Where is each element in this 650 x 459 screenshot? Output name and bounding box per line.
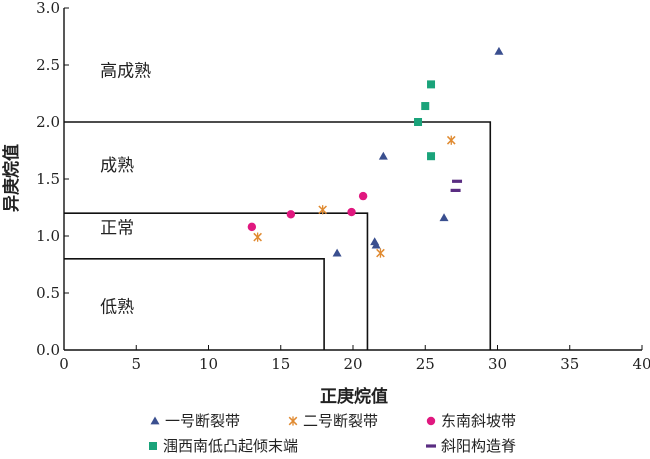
y-tick-label: 2.0 <box>36 113 60 131</box>
data-point-series-1 <box>318 205 327 215</box>
data-point-series-2 <box>358 191 368 201</box>
y-tick-label: 3.0 <box>36 0 60 17</box>
legend-label-3: 涠西南低凸起倾末端 <box>163 437 298 455</box>
data-point-series-4 <box>450 188 461 192</box>
y-tick-label: 0.0 <box>36 341 60 359</box>
data-point-series-2 <box>286 210 296 219</box>
data-point-series-0 <box>494 46 504 55</box>
data-point-series-1 <box>446 135 456 145</box>
zone-label-0: 高成熟 <box>100 60 151 81</box>
x-tick-label: 10 <box>199 355 218 373</box>
legend-label-2: 东南斜坡带 <box>441 412 516 430</box>
axes: 0 5 10 15 20 25 30 35 40 0.0 0.5 1.0 1.5 2.0 2.5 3.0 <box>36 0 650 373</box>
x-tick-label: 20 <box>343 355 362 373</box>
data-point-series-0 <box>332 248 342 257</box>
y-axis-label: 异庚烷值 <box>1 144 22 212</box>
legend-marker-4 <box>426 444 436 448</box>
x-tick-label: 5 <box>131 355 141 373</box>
zone-boundary-0 <box>64 257 325 350</box>
y-tick-label: 0.5 <box>36 284 60 302</box>
data-point-series-3 <box>427 152 436 161</box>
x-tick-label: 15 <box>271 355 290 373</box>
x-tick-label: 30 <box>488 355 507 373</box>
data-point-series-2 <box>247 222 257 232</box>
data-point-series-0 <box>439 213 449 222</box>
x-tick-label: 35 <box>560 355 579 373</box>
zone-label-1: 成熟 <box>100 155 134 176</box>
x-tick-label: 0 <box>59 355 69 373</box>
zone-label-3: 低熟 <box>100 296 134 317</box>
data-point-series-3 <box>427 80 436 89</box>
zone-boundary-1 <box>64 212 369 350</box>
x-axis-label: 正庚烷值 <box>320 386 388 407</box>
y-tick-label: 2.5 <box>36 56 60 74</box>
legend-label-0: 一号断裂带 <box>165 412 240 430</box>
data-points <box>247 46 504 258</box>
data-point-series-1 <box>376 248 385 258</box>
zone-boundary-2 <box>64 121 492 350</box>
y-tick-label: 1.5 <box>36 170 60 188</box>
legend-marker-3 <box>149 442 157 450</box>
legend-marker-1 <box>288 416 298 426</box>
data-point-series-1 <box>253 232 262 242</box>
legend-label-4: 斜阳构造脊 <box>441 437 516 455</box>
data-point-series-0 <box>371 240 381 249</box>
data-point-series-2 <box>347 207 356 217</box>
y-tick-label: 1.0 <box>36 227 60 245</box>
zone-label-2: 正常 <box>100 219 134 239</box>
data-point-series-3 <box>414 118 423 126</box>
legend-marker-2 <box>426 416 436 426</box>
data-point-series-3 <box>421 102 430 111</box>
legend-label-1: 二号断裂带 <box>303 412 378 430</box>
x-tick-label: 40 <box>632 355 650 373</box>
data-point-series-4 <box>452 179 463 183</box>
data-point-series-0 <box>378 151 388 160</box>
x-tick-label: 25 <box>416 355 435 373</box>
legend-marker-0 <box>150 416 160 425</box>
